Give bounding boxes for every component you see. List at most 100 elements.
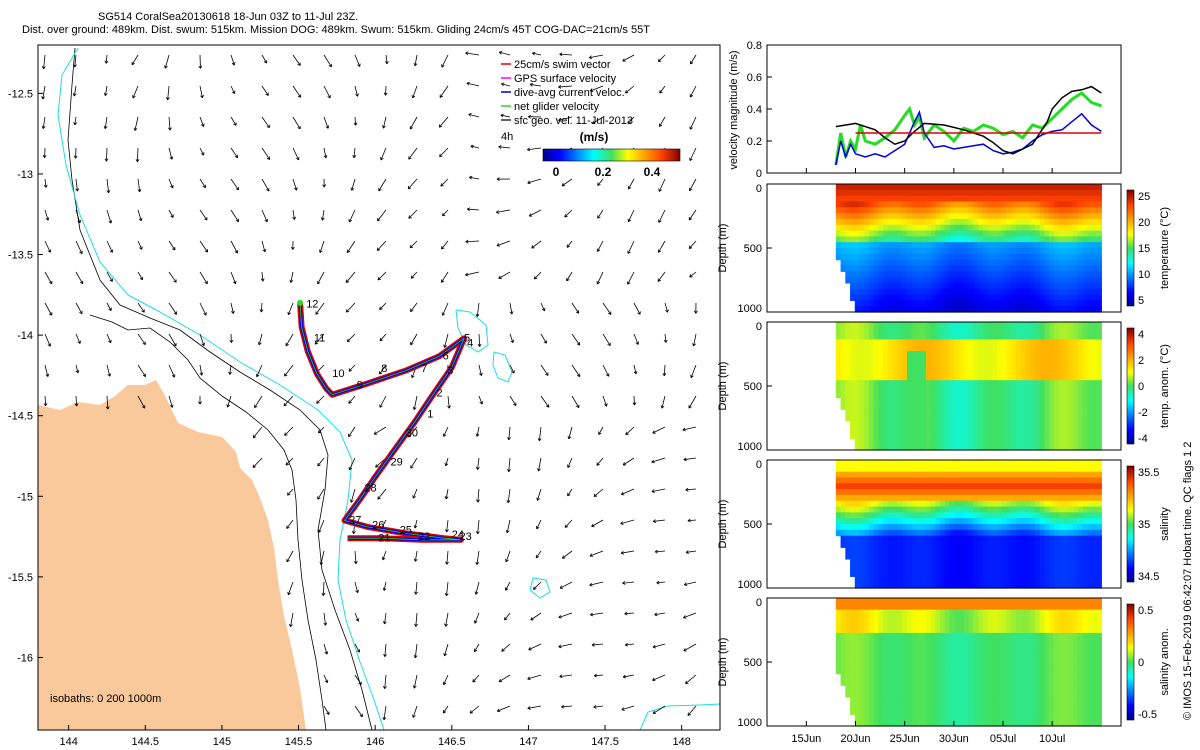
track-day-7: 5: [464, 333, 470, 345]
section-cblabel-3: salinity anom.: [1159, 628, 1171, 695]
date-tick-5: 10Jul: [1039, 733, 1065, 745]
section-cbtick-2-1: 35: [1138, 519, 1150, 531]
section-ytick-1-2: 1000: [738, 441, 762, 453]
track-day-17: 25: [400, 524, 412, 536]
velocity-series-0: [835, 85, 1102, 155]
section-cbtick-2-0: 35.5: [1138, 467, 1159, 479]
colorbar-tick-2: 0.4: [644, 165, 661, 179]
isobath-1000m: [57, 47, 385, 730]
section-ytick-3-1: 500: [744, 657, 762, 669]
track-day-18: 24: [452, 529, 464, 541]
map-legend: 25cm/s swim vector GPS surface velocity …: [501, 59, 633, 143]
land-mass: [38, 380, 306, 730]
reef-outline-corner: [639, 703, 720, 730]
legend-swim-vector: 25cm/s swim vector: [514, 59, 611, 71]
date-axis: 15Jun 20Jun 25Jun 30Jun 05Jul 10Jul: [791, 168, 1065, 745]
section-panel-sal_anom: 0 500 1000 Depth (m) 0.5 0 -0.5 salinity anom.: [717, 597, 1171, 729]
isobath-0m: [89, 314, 327, 730]
section-cbtick-3-2: -0.5: [1138, 709, 1157, 721]
map-ytick-5: -15: [17, 491, 33, 503]
section-ytick-1-1: 500: [744, 381, 762, 393]
track-net-velocity: [299, 302, 465, 541]
legend-gps-velocity: GPS surface velocity: [514, 73, 617, 85]
track-start-marker: [297, 299, 304, 306]
map-colorbar: (m/s) 0 0.2 0.4: [542, 130, 681, 179]
section-colorbar-3: [1126, 603, 1135, 721]
section-cblabel-1: temp. anom. (°C): [1159, 344, 1171, 428]
date-tick-2: 25Jun: [890, 733, 920, 745]
map-ytick-1: -13: [17, 169, 33, 181]
track-day-16: 26: [372, 520, 384, 532]
section-ytick-3-2: 1000: [738, 717, 762, 729]
velocity-ytick-4: 0.8: [747, 40, 762, 52]
section-colorbar-1: [1126, 327, 1135, 445]
velocity-series-2: [835, 110, 1102, 166]
track-day-8: 4: [467, 337, 473, 349]
heatmap-cells-temp_anom: [835, 322, 1102, 451]
section-cblabel-2: salinity: [1159, 507, 1171, 541]
legend-net-velocity: net glider velocity: [514, 101, 599, 113]
section-cblabel-0: temperature (°C): [1159, 207, 1171, 289]
date-tick-4: 05Jul: [990, 733, 1016, 745]
footer-credit: © IMOS 15-Feb-2019 06:42:07 Hobart time.…: [1182, 442, 1194, 720]
section-cbtick-3-0: 0.5: [1138, 605, 1153, 617]
heatmap-cells-temperature: [835, 184, 1102, 313]
section-ytick-3-0: 0: [756, 597, 762, 609]
section-panel-temperature: 0 500 1000 Depth (m) 25 20 15 10 5 temperature (°…: [717, 183, 1171, 315]
reef-outline-north: [455, 309, 489, 353]
section-cbtick-1-2: 0: [1138, 381, 1144, 393]
heatmap-cells-sal_anom: [835, 598, 1102, 727]
section-colorbar-0: [1126, 189, 1135, 307]
map-ytick-0: -12.5: [8, 88, 33, 100]
section-ylabel-1: Depth (m): [717, 362, 729, 411]
velocity-panel: 0 0.2 0.4 0.6 0.8 velocity magnitude (m/s): [728, 40, 1122, 180]
section-colorbar-2: [1126, 465, 1135, 583]
map-xtick-1: 144.5: [132, 736, 160, 748]
track-day-21: 21: [378, 532, 390, 544]
track-day-13: 29: [390, 457, 402, 469]
track-day-14: 28: [364, 482, 376, 494]
map-xtick-2: 145: [213, 736, 231, 748]
track-day-11: 1: [427, 408, 433, 420]
section-ylabel-3: Depth (m): [717, 638, 729, 687]
section-panel-temp_anom: 0 500 1000 Depth (m) 4 2 0 -2 -4 temp. anom. (°C): [717, 321, 1171, 453]
velocity-ytick-1: 0.2: [747, 136, 762, 148]
map-ytick-2: -13.5: [8, 250, 33, 262]
map-xtick-7: 147.5: [591, 736, 619, 748]
section-cbtick-3-1: 0: [1138, 657, 1144, 669]
geostrophic-vector-field: [41, 50, 698, 721]
section-cbtick-0-3: 10: [1138, 269, 1150, 281]
section-cbtick-1-0: 4: [1138, 329, 1144, 341]
track-day-9: 3: [447, 365, 453, 377]
date-tick-0: 15Jun: [791, 733, 821, 745]
section-cbtick-2-2: 34.5: [1138, 571, 1159, 583]
map-ytick-3: -14: [17, 330, 33, 342]
heatmap-cells-salinity: [835, 460, 1102, 589]
map-xtick-6: 147: [519, 736, 537, 748]
legend-age: 4h: [501, 131, 513, 143]
colorbar-tick-0: 0: [553, 165, 560, 179]
section-ytick-2-1: 500: [744, 519, 762, 531]
section-ytick-2-2: 1000: [738, 579, 762, 591]
glider-track: [297, 299, 468, 543]
section-panel-salinity: 0 500 1000 Depth (m) 35.5 35 34.5 salinity: [717, 459, 1171, 591]
section-cbtick-1-1: 2: [1138, 355, 1144, 367]
section-cbtick-1-3: -2: [1138, 407, 1148, 419]
isobath-200m: [67, 47, 373, 730]
legend-geo-velocity: sfc geo. vel. 11-Jul-2013: [514, 115, 633, 127]
map-xtick-8: 148: [673, 736, 691, 748]
track-day-10: 2: [436, 387, 442, 399]
track-day-3: 9: [357, 379, 363, 391]
date-tick-1: 20Jun: [841, 733, 871, 745]
section-ylabel-0: Depth (m): [717, 224, 729, 273]
map-xtick-3: 145.5: [285, 736, 313, 748]
section-ytick-0-1: 500: [744, 243, 762, 255]
track-day-5: 7: [421, 363, 427, 375]
legend-dive-avg: dive-avg current veloc.: [514, 87, 625, 99]
isobaths-label: isobaths: 0 200 1000m: [50, 693, 161, 705]
track-day-1: 11: [314, 333, 325, 345]
section-ytick-2-0: 0: [756, 459, 762, 471]
map-ytick-7: -16: [17, 652, 33, 664]
